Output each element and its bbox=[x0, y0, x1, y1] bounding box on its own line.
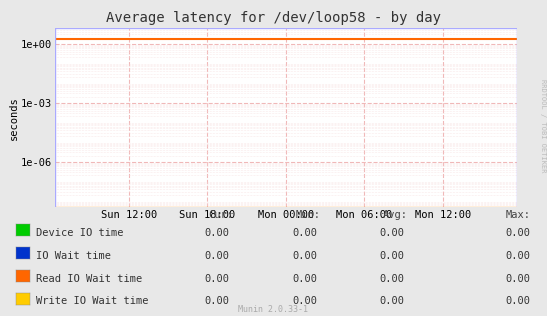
Text: 0.00: 0.00 bbox=[505, 251, 531, 261]
Text: Avg:: Avg: bbox=[383, 210, 408, 220]
Text: Device IO time: Device IO time bbox=[36, 228, 123, 238]
Text: Read IO Wait time: Read IO Wait time bbox=[36, 274, 142, 284]
Text: RRDTOOL / TOBI OETIKER: RRDTOOL / TOBI OETIKER bbox=[540, 79, 546, 173]
Y-axis label: seconds: seconds bbox=[9, 96, 19, 140]
Text: 0.00: 0.00 bbox=[380, 274, 405, 284]
Text: 0.00: 0.00 bbox=[505, 296, 531, 307]
Text: Write IO Wait time: Write IO Wait time bbox=[36, 296, 148, 307]
Text: 0.00: 0.00 bbox=[292, 274, 317, 284]
Text: 0.00: 0.00 bbox=[380, 296, 405, 307]
Text: 0.00: 0.00 bbox=[380, 228, 405, 238]
Text: Cur:: Cur: bbox=[208, 210, 233, 220]
Text: 0.00: 0.00 bbox=[292, 251, 317, 261]
Text: Max:: Max: bbox=[505, 210, 531, 220]
Text: Munin 2.0.33-1: Munin 2.0.33-1 bbox=[238, 306, 309, 314]
Text: 0.00: 0.00 bbox=[505, 228, 531, 238]
Text: 0.00: 0.00 bbox=[205, 296, 230, 307]
Text: IO Wait time: IO Wait time bbox=[36, 251, 110, 261]
Text: 0.00: 0.00 bbox=[380, 251, 405, 261]
Text: 0.00: 0.00 bbox=[505, 274, 531, 284]
Text: 0.00: 0.00 bbox=[205, 274, 230, 284]
Text: 0.00: 0.00 bbox=[205, 251, 230, 261]
Text: 0.00: 0.00 bbox=[292, 228, 317, 238]
Text: Average latency for /dev/loop58 - by day: Average latency for /dev/loop58 - by day bbox=[106, 11, 441, 25]
Text: 0.00: 0.00 bbox=[292, 296, 317, 307]
Text: Min:: Min: bbox=[295, 210, 321, 220]
Text: 0.00: 0.00 bbox=[205, 228, 230, 238]
